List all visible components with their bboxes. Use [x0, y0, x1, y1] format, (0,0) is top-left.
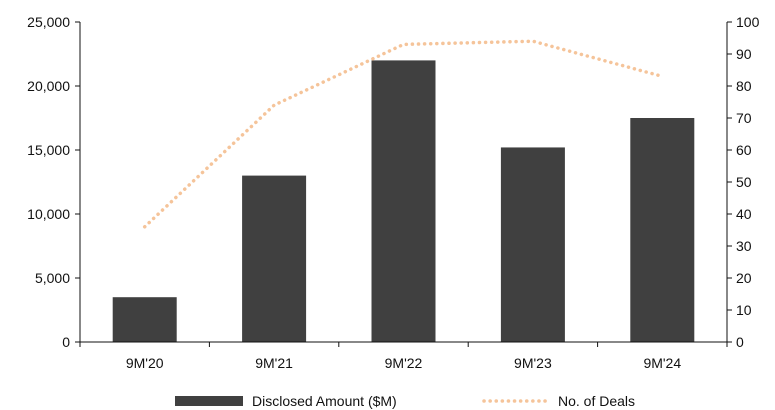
legend-label-no-of-deals: No. of Deals [558, 393, 635, 409]
right-y-tick-label: 20 [736, 270, 752, 286]
right-y-tick-label: 40 [736, 206, 752, 222]
left-y-tick-label: 20,000 [27, 78, 70, 94]
right-y-tick-label: 10 [736, 302, 752, 318]
x-tick-label: 9M'20 [126, 355, 164, 371]
right-y-tick-label: 50 [736, 174, 752, 190]
legend-swatch-disclosed-amount [175, 396, 243, 406]
right-y-tick-label: 90 [736, 46, 752, 62]
right-y-tick-label: 100 [736, 14, 760, 30]
bar-disclosed-amount [500, 147, 565, 342]
left-y-tick-label: 10,000 [27, 206, 70, 222]
x-tick-label: 9M'22 [385, 355, 423, 371]
legend-label-disclosed-amount: Disclosed Amount ($M) [252, 393, 397, 409]
right-y-tick-label: 30 [736, 238, 752, 254]
x-tick-label: 9M'23 [514, 355, 552, 371]
bar-disclosed-amount [112, 297, 177, 342]
deals-line-layer [142, 39, 665, 229]
line-no-of-deals [142, 39, 665, 229]
right-y-tick-label: 0 [736, 334, 744, 350]
right-y-tick-label: 80 [736, 78, 752, 94]
left-y-tick-label: 5,000 [35, 270, 70, 286]
left-y-tick-label: 25,000 [27, 14, 70, 30]
x-tick-label: 9M'21 [255, 355, 293, 371]
bar-disclosed-amount [242, 175, 307, 342]
bar-disclosed-amount [371, 60, 436, 343]
ticks-layer: 0 5,000 10,000 15,000 20,000 25,000 0 10 20 30 40 5… [27, 14, 759, 371]
bars-layer [112, 60, 695, 343]
bar-disclosed-amount [630, 118, 695, 342]
right-y-tick-label: 70 [736, 110, 752, 126]
left-y-tick-label: 0 [62, 334, 70, 350]
right-y-tick-label: 60 [736, 142, 752, 158]
x-tick-label: 9M'24 [643, 355, 681, 371]
legend: Disclosed Amount ($M) No. of Deals [175, 393, 635, 409]
left-y-tick-label: 15,000 [27, 142, 70, 158]
